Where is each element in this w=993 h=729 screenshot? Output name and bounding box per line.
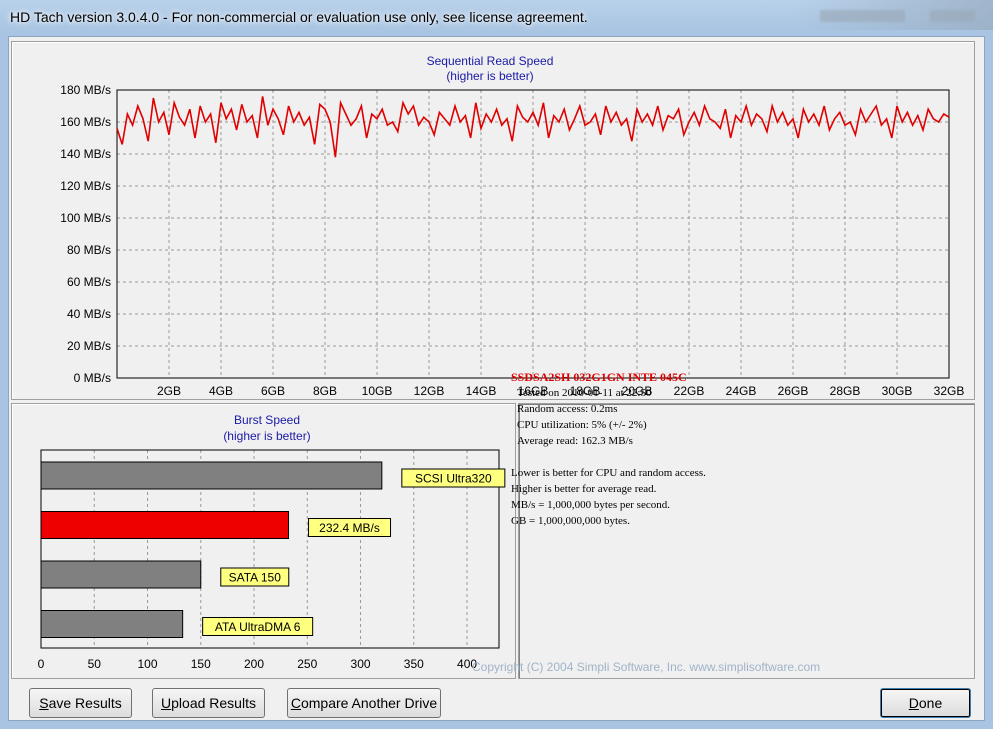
burst-bar-label: SCSI Ultra320 (415, 472, 492, 486)
x-tick-label: 24GB (726, 384, 757, 398)
compare-mnemonic: C (290, 695, 301, 711)
x-tick-label: 250 (297, 657, 317, 671)
burst-bar-label: ATA UltraDMA 6 (215, 620, 301, 634)
x-tick-label: 20GB (622, 384, 653, 398)
tested-on: Tested on 2010-01-11 at 22:50 (517, 387, 652, 399)
x-tick-label: 32GB (934, 384, 965, 398)
done-button[interactable]: Done (880, 688, 971, 718)
burst-bars: SCSI Ultra320 232.4 MB/s SATA 150 ATA Ultra… (40, 461, 506, 638)
burst-bar-label-box (308, 518, 392, 537)
chart-grid (117, 90, 949, 378)
background-window-button (820, 10, 905, 22)
client-area: Sequential Read Speed (higher is better)… (8, 36, 985, 721)
x-tick-label: 28GB (830, 384, 861, 398)
y-axis-ticks: 0 MB/s 20 MB/s 40 MB/s 60 MB/s 80 MB/s 100 MB… (60, 83, 111, 385)
x-axis-ticks: 0 50 100 150 200 250 300 350 400 (38, 657, 478, 671)
compare-another-drive-button[interactable]: Compare Another Drive (287, 688, 441, 718)
save-results-label: ave Results (48, 695, 122, 711)
random-access: Random access: 0.2ms (517, 403, 618, 415)
sequential-read-chart: Sequential Read Speed (higher is better)… (60, 54, 964, 398)
save-results-mnemonic: S (39, 695, 49, 711)
burst-speed-chart: Burst Speed (higher is better) SCSI Ultr… (38, 413, 506, 671)
x-tick-label: 30GB (882, 384, 913, 398)
y-tick-label: 100 MB/s (60, 211, 111, 225)
burst-bar-label-box (202, 617, 314, 636)
chart-subtitle: (higher is better) (446, 69, 533, 83)
x-tick-label: 4GB (209, 384, 233, 398)
burst-speed-panel: Burst Speed (higher is better) SCSI Ultr… (11, 403, 516, 679)
x-tick-label: 12GB (414, 384, 445, 398)
x-tick-label: 10GB (362, 384, 393, 398)
burst-bar-label-box (401, 468, 506, 488)
done-label: one (918, 695, 943, 711)
burst-bar (40, 511, 290, 539)
y-tick-label: 140 MB/s (60, 147, 111, 161)
note-lower: Lower is better for CPU and random acces… (511, 467, 706, 479)
y-tick-label: 180 MB/s (60, 83, 111, 97)
x-tick-label: 0 (38, 657, 45, 671)
burst-bar (40, 560, 202, 589)
y-tick-label: 120 MB/s (60, 179, 111, 193)
sequential-read-panel: Sequential Read Speed (higher is better)… (11, 41, 975, 400)
burst-bar-label-box (220, 567, 290, 587)
plot-area (40, 449, 500, 649)
x-tick-label: 50 (88, 657, 102, 671)
plot-area (116, 89, 950, 379)
compare-label: ompare Another Drive (300, 695, 438, 711)
x-tick-label: 300 (351, 657, 371, 671)
x-tick-label: 2GB (157, 384, 181, 398)
y-tick-label: 80 MB/s (67, 243, 111, 257)
note-gb: GB = 1,000,000,000 bytes. (511, 515, 630, 527)
x-tick-label: 26GB (778, 384, 809, 398)
window-title: HD Tach version 3.0.4.0 - For non-commer… (10, 9, 588, 25)
drive-name: SSDSA2SH 032G1GN INTE 045C (511, 370, 687, 384)
x-tick-label: 14GB (466, 384, 497, 398)
x-tick-label: 22GB (674, 384, 705, 398)
x-tick-label: 350 (404, 657, 424, 671)
chart-title: Burst Speed (234, 413, 300, 427)
results-info-panel (518, 403, 975, 679)
burst-bar (40, 610, 184, 638)
done-mnemonic: D (908, 695, 919, 711)
results-info-text: SSDSA2SH 032G1GN INTE 045C Tested on 201… (511, 369, 963, 529)
x-tick-label: 16GB (518, 384, 549, 398)
x-tick-label: 200 (244, 657, 264, 671)
x-tick-label: 8GB (313, 384, 337, 398)
title-bar[interactable]: HD Tach version 3.0.4.0 - For non-commer… (0, 0, 993, 36)
burst-bar-label: 232.4 MB/s (319, 521, 380, 535)
y-tick-label: 40 MB/s (67, 307, 111, 321)
burst-bar-label: SATA 150 (229, 571, 282, 585)
x-tick-label: 150 (191, 657, 211, 671)
background-window-button (930, 10, 975, 22)
x-tick-label: 18GB (570, 384, 601, 398)
spacer (511, 449, 963, 465)
average-read: Average read: 162.3 MB/s (517, 435, 633, 447)
x-tick-label: 100 (137, 657, 157, 671)
note-mbps: MB/s = 1,000,000 bytes per second. (511, 499, 670, 511)
upload-results-label: pload Results (171, 695, 256, 711)
y-tick-label: 160 MB/s (60, 115, 111, 129)
y-tick-label: 0 MB/s (74, 371, 111, 385)
x-tick-label: 6GB (261, 384, 285, 398)
y-tick-label: 60 MB/s (67, 275, 111, 289)
read-speed-line (116, 96, 950, 158)
x-tick-label: 400 (457, 657, 477, 671)
chart-title: Sequential Read Speed (427, 54, 554, 68)
chart-subtitle: (higher is better) (223, 429, 310, 443)
upload-results-button[interactable]: Upload Results (152, 688, 265, 718)
y-tick-label: 20 MB/s (67, 339, 111, 353)
note-higher: Higher is better for average read. (511, 483, 657, 495)
cpu-utilization: CPU utilization: 5% (+/- 2%) (517, 419, 647, 431)
save-results-button[interactable]: Save Results (29, 688, 132, 718)
upload-results-mnemonic: U (161, 695, 172, 711)
burst-bar (40, 461, 383, 490)
x-axis-ticks: 2GB 4GB 6GB 8GB 10GB 12GB 14GB 16GB 18GB 20GB 22GB… (157, 384, 964, 398)
copyright-link[interactable]: Copyright (C) 2004 Simpli Software, Inc.… (472, 660, 821, 674)
